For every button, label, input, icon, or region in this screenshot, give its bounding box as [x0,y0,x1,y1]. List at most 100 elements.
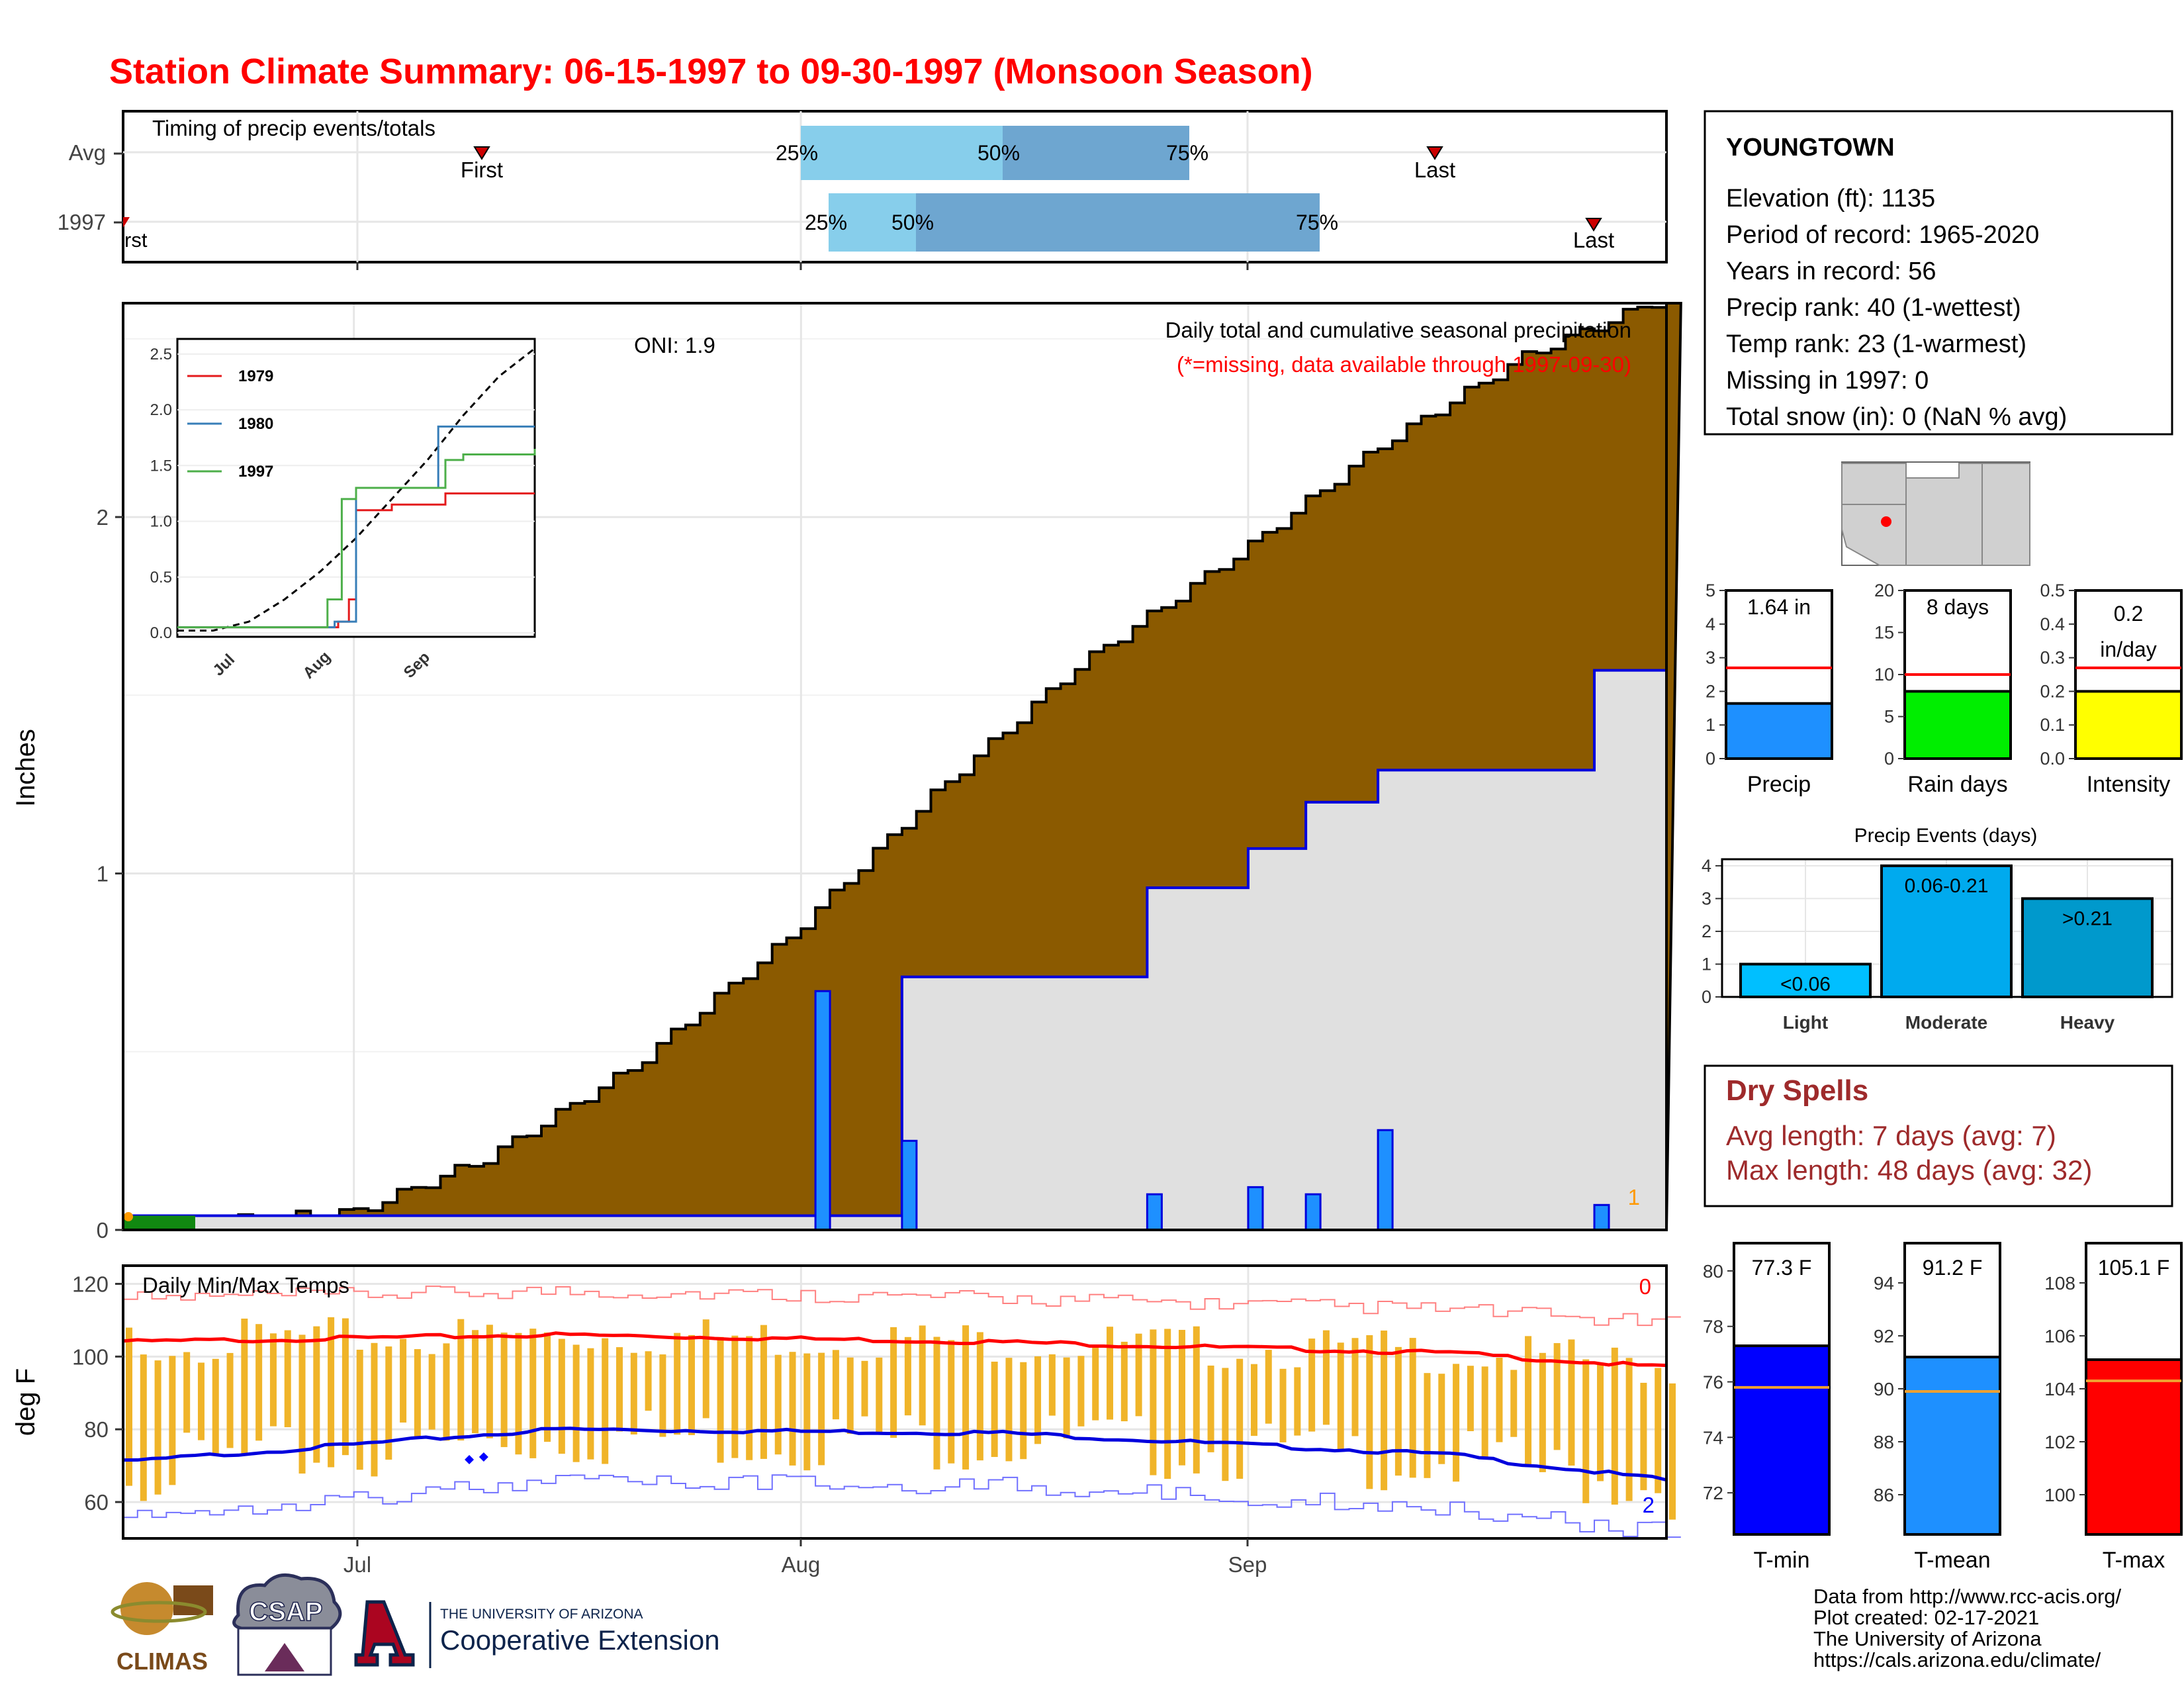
tgauge-tick-label: 106 [2044,1326,2075,1346]
timing-1997-p75: 75% [1296,211,1338,234]
daily-temp-bar [1048,1354,1056,1416]
info-years: Years in record: 56 [1726,258,1936,285]
daily-temp-bar [861,1360,868,1417]
daily-temp-bar [1381,1331,1388,1491]
tgauge-tick-label: 90 [1874,1379,1894,1399]
info-snow: Total snow (in): 0 (NaN % avg) [1726,403,2067,431]
events-tick-label: 2 [1702,921,1711,941]
daily-temp-bar [1178,1329,1185,1466]
daily-temp-bar [443,1343,450,1441]
precip-panel: ONI: 1.9 Daily total and cumulative seas… [11,302,1682,1243]
daily-temp-bar [991,1362,998,1457]
timing-avg-box-lower [801,126,1003,180]
daily-temp-bar [688,1335,695,1435]
gauge-tick-label: 2 [1706,681,1715,701]
daily-temp-bar [890,1327,897,1438]
daily-temp-bar [602,1338,609,1464]
info-temp-rank: Temp rank: 23 (1-warmest) [1726,330,2026,358]
dry-spells-avg: Avg length: 7 days (avg: 7) [1726,1120,2056,1151]
record-low-marker [478,1452,488,1462]
tgauge-tick-label: 108 [2044,1273,2075,1293]
daily-temp-bar [1077,1356,1085,1427]
gauge-tick-label: 1 [1706,715,1715,735]
daily-temp-bar [328,1317,335,1468]
daily-temp-bar [674,1333,681,1435]
daily-precip-bar [1377,1129,1394,1231]
daily-temp-bar [962,1325,970,1470]
timing-1997-box-upper [916,193,1320,252]
events-bar-value: <0.06 [1780,973,1831,995]
daily-temp-bar [313,1326,320,1463]
events-bar-heavy [2021,897,2154,999]
tgauge-tick-label: 100 [2044,1485,2075,1505]
daily-temp-bar [1294,1367,1301,1436]
tgauge-value: 105.1 F [2098,1256,2170,1280]
csap-logo: CSAP [232,1573,342,1676]
daily-temp-bar [500,1333,508,1448]
climas-logo: CLIMAS [111,1582,213,1675]
gauge-value-line1: 0.2 [2114,602,2143,626]
daily-temp-bar [630,1352,637,1435]
temps-title: Daily Min/Max Temps [142,1273,349,1297]
daily-temp-bar [154,1360,161,1495]
tgauge-label: T-mean [1914,1548,1990,1573]
month-aug: Aug [782,1552,821,1577]
daily-temp-bar [1337,1342,1344,1450]
cumulative-1997-line [122,645,1668,1230]
university-arizona-logo: THE UNIVERSITY OF ARIZONA Cooperative Ex… [354,1600,720,1668]
daily-temp-bar [760,1325,767,1459]
daily-temp-bar [846,1357,854,1434]
daily-temp-bar [414,1349,421,1438]
inset-y-tick-label: 1.0 [150,513,172,531]
info-precip-rank: Precip rank: 40 (1-wettest) [1726,294,2021,322]
gauge-tick-label: 0.1 [2040,715,2065,735]
tgauge-value: 91.2 F [1923,1256,1983,1280]
station-location-dot [1881,516,1891,527]
gauge-bar-precip [1725,702,1833,760]
daily-temp-bar [1063,1357,1070,1438]
daily-temp-bar [1150,1329,1157,1476]
daily-temp-bar [1005,1358,1013,1462]
events-tick-label: 0 [1702,987,1711,1007]
temps-panel: Daily Min/Max Temps 0 2 deg F 60 80 100 120… [11,1264,1681,1577]
tgauge-value: 77.3 F [1752,1256,1812,1280]
daily-temp-bar [948,1340,955,1464]
daily-temp-bar [515,1333,522,1455]
gauge-tick-label: 0.5 [2040,581,2065,600]
events-tick-label: 3 [1702,888,1711,908]
daily-temp-bar [1539,1352,1546,1472]
inset-y-tick-label: 0.0 [150,624,172,642]
daily-temp-bar [1092,1345,1099,1421]
daily-precip-bar [901,1139,918,1231]
timing-avg-first-marker [473,146,490,160]
daily-temp-bar [226,1352,234,1448]
gauge-tick-label: 0.2 [2040,681,2065,701]
daily-temp-bar [1250,1364,1257,1436]
events-bar-moderate [1880,864,2013,999]
daily-precip-bar [1593,1203,1610,1231]
daily-temp-bar [1568,1339,1575,1466]
credit-date: Plot created: 02-17-2021 [1813,1606,2039,1629]
daily-temp-bar [1481,1366,1488,1457]
daily-temp-bar [1351,1338,1359,1436]
daily-temp-bar [1279,1368,1287,1442]
month-jul: Jul [343,1552,371,1577]
timing-row-avg: Avg [69,140,106,165]
gauge-tick-label: 0.4 [2040,614,2065,634]
timing-title: Timing of precip events/totals [152,116,435,140]
events-bar-light [1739,962,1872,999]
events-tick-label: 1 [1702,954,1711,974]
daily-temp-bar [876,1357,883,1433]
gauge-tick-label: 10 [1874,665,1894,684]
daily-temp-bar [1424,1373,1431,1478]
timing-panel: Timing of precip events/totals 25% 50% 7… [58,110,1668,270]
tgauge-tick-label: 78 [1703,1317,1723,1337]
daily-temp-bar [1107,1327,1114,1420]
daily-temp-bar [746,1336,753,1460]
daily-temp-bar [1510,1370,1518,1437]
info-missing: Missing in 1997: 0 [1726,367,1929,395]
events-plot: 0 1 2 3 4 <0.06 Light 0.06-0.21 Moderate >0.21 Hea… [1702,856,2173,1033]
daily-temp-bar [371,1342,378,1477]
climas-wordmark: CLIMAS [116,1648,208,1675]
missing-note: (*=missing, data available through 1997-… [1177,352,1631,377]
